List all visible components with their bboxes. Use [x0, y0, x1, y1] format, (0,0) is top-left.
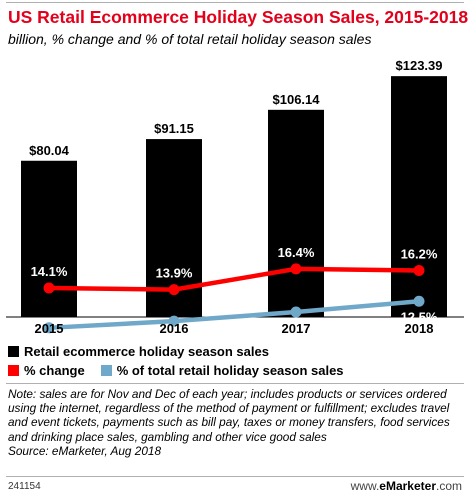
- top-rule: [6, 2, 464, 3]
- legend-label-share: % of total retail holiday season sales: [116, 363, 344, 378]
- share-label-2015: 9.3%: [34, 336, 64, 340]
- brand-prefix: www.: [350, 479, 380, 493]
- change-label-2016: 13.9%: [156, 266, 193, 281]
- change-label-2015: 14.1%: [31, 264, 68, 279]
- share-line: [48, 299, 420, 331]
- chart-subtitle: billion, % change and % of total retail …: [8, 31, 372, 47]
- x-tick-2015: 2015: [35, 321, 64, 336]
- change-point-2016: [168, 284, 180, 296]
- legend-label-change: % change: [24, 363, 85, 378]
- chart-id: 241154: [8, 481, 41, 492]
- legend-item-change: % change: [8, 363, 85, 378]
- bar-label-2015: $80.04: [29, 143, 70, 158]
- share-label-2016: 10.1%: [156, 329, 193, 340]
- footnote-text: Note: sales are for Nov and Dec of each …: [8, 387, 450, 444]
- bar-label-2016: $91.15: [154, 121, 194, 136]
- bar-label-2017: $106.14: [273, 92, 321, 107]
- bar-2017: [268, 109, 324, 317]
- bar-label-2018: $123.39: [396, 58, 443, 73]
- x-tick-2018: 2018: [405, 321, 434, 336]
- footnote: Note: sales are for Nov and Dec of each …: [8, 387, 462, 458]
- change-point-2018: [413, 265, 425, 277]
- chart-title: US Retail Ecommerce Holiday Season Sales…: [8, 7, 469, 27]
- legend-swatch-change: [8, 365, 19, 376]
- share-point-2017: [290, 306, 302, 318]
- footer-rule: [6, 476, 464, 477]
- bar-2018: [391, 76, 447, 317]
- share-label-2017: 11.2%: [278, 320, 315, 335]
- share-point-2015: [43, 322, 55, 334]
- share-point-2016: [168, 315, 180, 327]
- brand-name: eMarketer: [379, 479, 436, 493]
- legend-swatch-bars: [8, 346, 19, 357]
- legend-swatch-share: [100, 365, 112, 376]
- legend-row-2: % change % of total retail holiday seaso…: [8, 363, 464, 378]
- x-tick-2016: 2016: [160, 321, 189, 336]
- change-label-2018: 16.2%: [401, 247, 438, 262]
- legend-item-bars: Retail ecommerce holiday season sales: [8, 344, 269, 359]
- share-point-2018: [413, 295, 425, 307]
- x-tick-2017: 2017: [282, 321, 311, 336]
- legend-label-bars: Retail ecommerce holiday season sales: [24, 344, 269, 359]
- change-point-2015: [43, 282, 55, 294]
- bar-2015: [21, 160, 77, 317]
- change-label-2017: 16.4%: [278, 245, 315, 260]
- chart-plot: $80.04 $91.15 $106.14 $123.39 14.1% 13.9% 16.…: [6, 58, 464, 340]
- share-label-2018: 12.5%: [401, 309, 438, 324]
- brand-suffix: .com: [435, 479, 462, 493]
- source-text: Source: eMarketer, Aug 2018: [8, 443, 162, 458]
- note-rule: [6, 383, 464, 384]
- brand-link[interactable]: www.eMarketer.com: [351, 479, 462, 493]
- change-line: [48, 266, 420, 292]
- change-point-2017: [290, 263, 302, 275]
- legend-row-1: Retail ecommerce holiday season sales: [8, 344, 464, 359]
- legend-item-share: % of total retail holiday season sales: [100, 363, 344, 378]
